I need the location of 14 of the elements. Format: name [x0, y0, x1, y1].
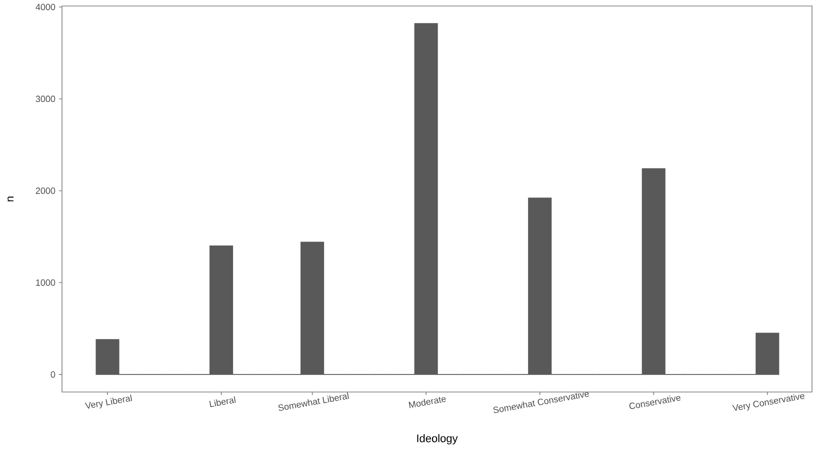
y-tick-label: 3000 [36, 96, 56, 102]
x-tick-label: Conservative [629, 396, 681, 410]
x-tick-label: Somewhat Liberal [278, 392, 349, 411]
x-axis-title: Ideology [417, 434, 458, 444]
y-tick-label: 4000 [36, 4, 56, 10]
y-tick-label: 2000 [36, 188, 56, 194]
y-tick-label: 0 [50, 371, 56, 378]
y-axis-title: n [8, 196, 14, 202]
y-tick-label: 1000 [36, 279, 56, 286]
x-tick-label: Very Conservative [732, 394, 804, 411]
x-tick-label: Somewhat Conservative [493, 392, 589, 414]
x-tick-label: Moderate [408, 396, 446, 408]
x-tick-label: Very Liberal [84, 394, 132, 409]
x-tick-label: Liberal [209, 396, 236, 408]
